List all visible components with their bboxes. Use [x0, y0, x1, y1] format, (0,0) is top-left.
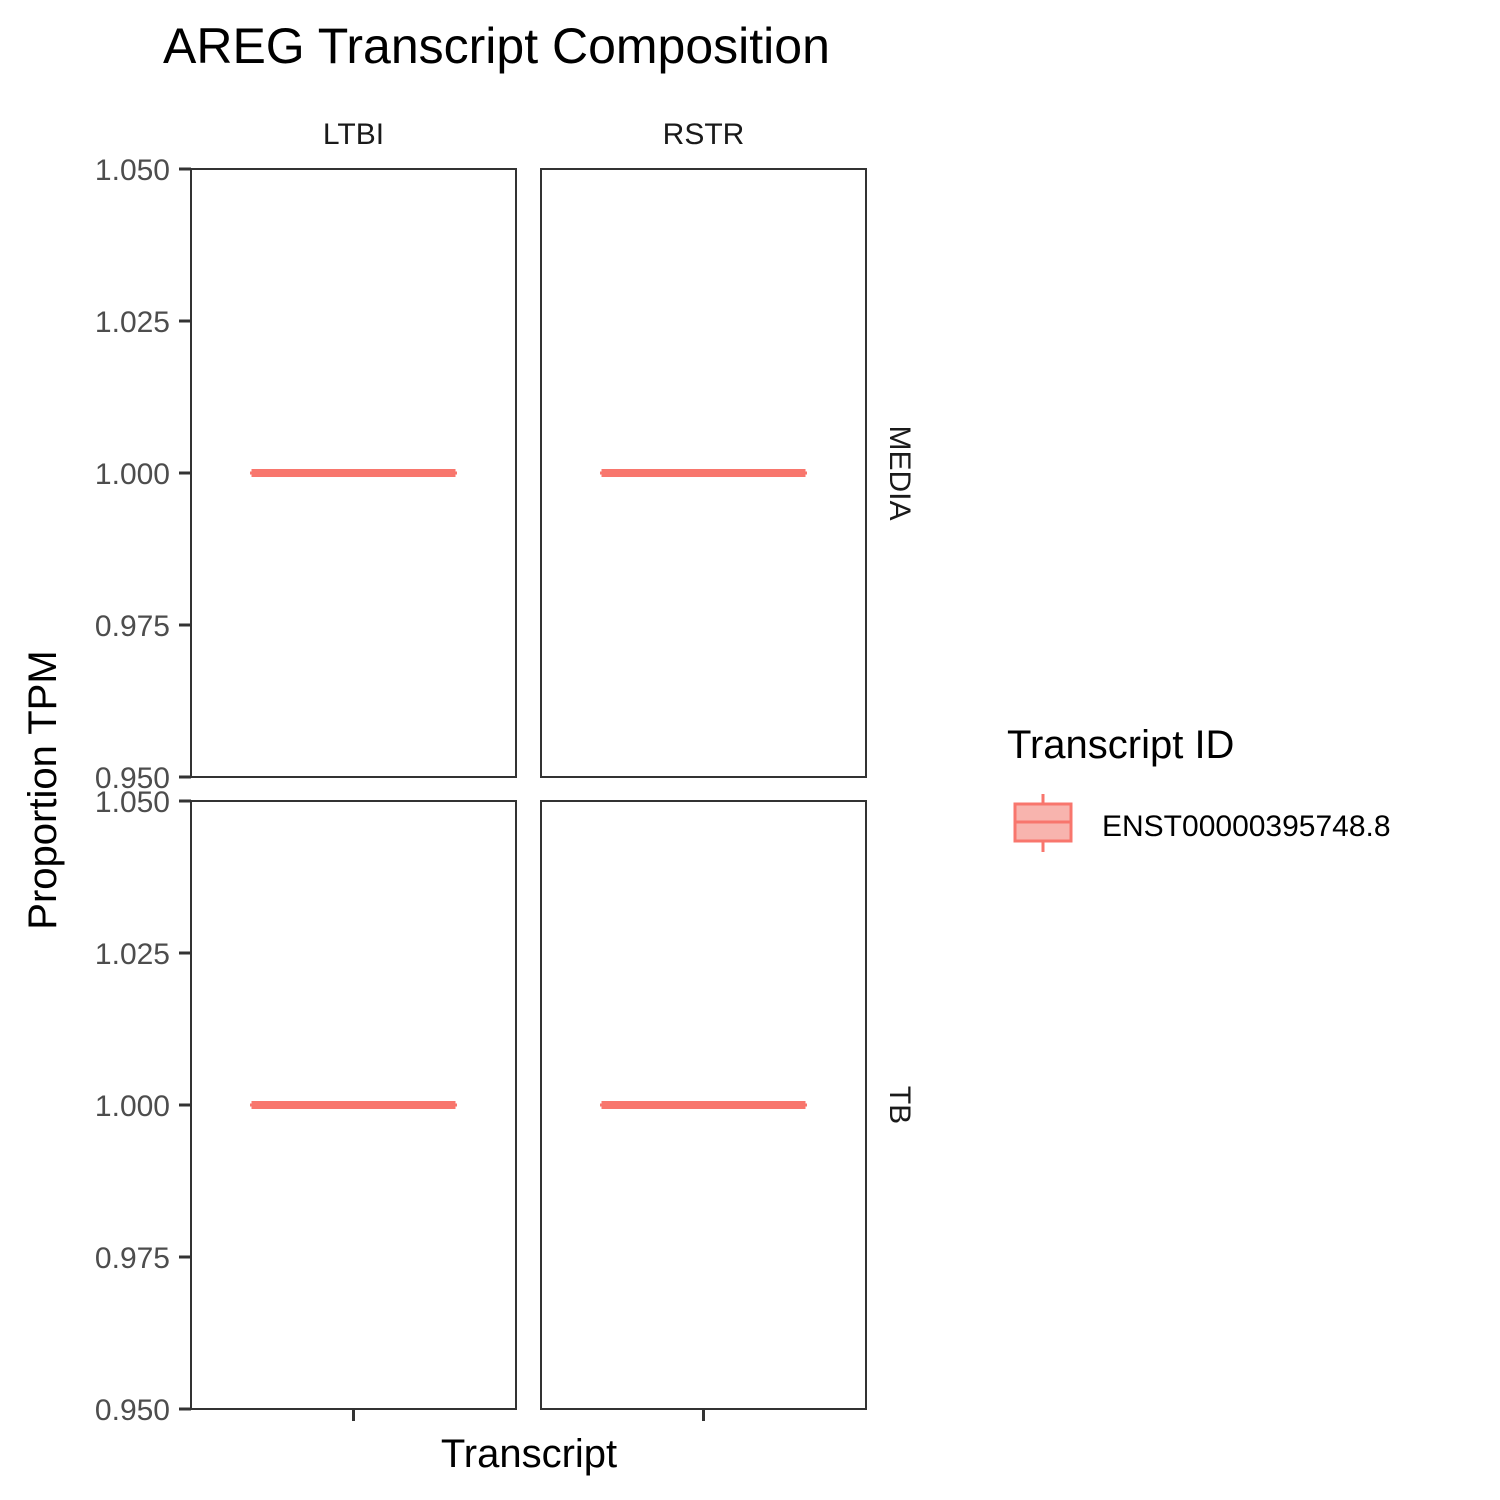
- y-tick-label: 1.000: [95, 1090, 170, 1123]
- y-tick-label: 0.950: [95, 762, 170, 795]
- y-axis-title: Proportion TPM: [21, 650, 65, 929]
- legend: Transcript ID ENST00000395748.8: [1007, 723, 1391, 852]
- chart-title: AREG Transcript Composition: [163, 18, 830, 74]
- y-tick-label: 1.000: [95, 458, 170, 491]
- y-tick-label: 1.050: [95, 786, 170, 819]
- y-tick-label: 0.950: [95, 1394, 170, 1427]
- strip-label-ltbi: LTBI: [323, 118, 384, 151]
- strip-label-rstr: RSTR: [663, 118, 745, 151]
- legend-title: Transcript ID: [1007, 723, 1234, 767]
- facet-panels: LTBI RSTR MEDIA TB 0.950 0.975 1.000 1.025 1.050…: [95, 118, 916, 1427]
- strip-label-tb: TB: [883, 1086, 916, 1124]
- y-tick-label: 1.025: [95, 306, 170, 339]
- x-axis-title: Transcript: [441, 1432, 617, 1476]
- legend-key: [1013, 794, 1073, 852]
- y-tick-label: 0.975: [95, 1242, 170, 1275]
- legend-label: ENST00000395748.8: [1102, 810, 1391, 843]
- y-tick-label: 1.025: [95, 938, 170, 971]
- y-tick-label: 1.050: [95, 154, 170, 187]
- strip-label-media: MEDIA: [883, 425, 916, 520]
- y-tick-label: 0.975: [95, 610, 170, 643]
